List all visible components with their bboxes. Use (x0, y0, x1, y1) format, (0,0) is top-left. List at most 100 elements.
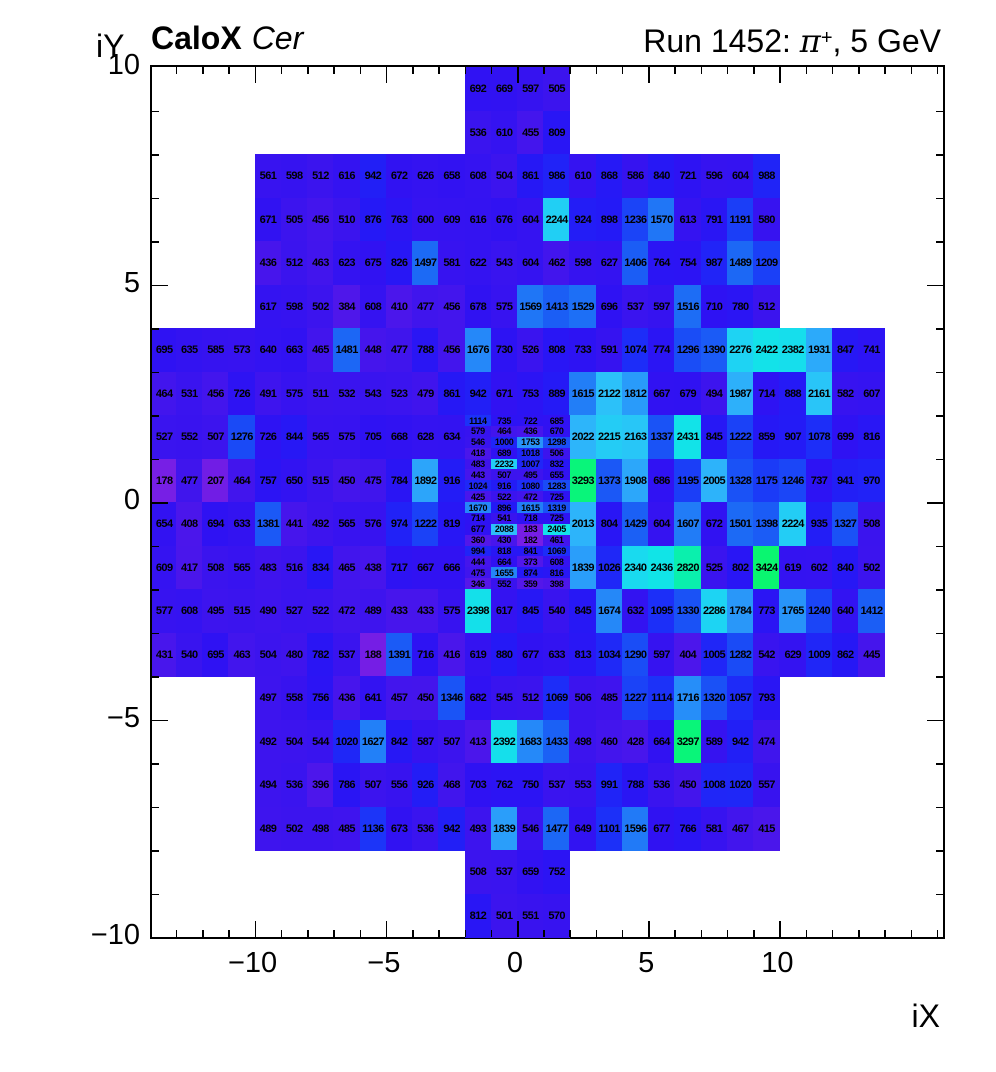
axis-tick (674, 930, 676, 937)
heatmap-cell: 671 (254, 197, 282, 242)
axis-tick (805, 930, 808, 937)
heatmap-cell: 763 (385, 197, 413, 242)
axis-tick (152, 241, 159, 243)
heatmap-subcell: 346 (464, 578, 492, 590)
heatmap-cell: 581 (700, 806, 728, 851)
heatmap-cell: 1812 (621, 371, 649, 416)
heatmap-cell: 2022 (569, 415, 597, 459)
heatmap-cell: 898 (595, 197, 623, 242)
heatmap-cell: 658 (438, 154, 465, 198)
heatmap-cell: 667 (412, 545, 439, 590)
heatmap-cell: 868 (595, 154, 623, 198)
heatmap-subcell: 2232 (490, 458, 518, 470)
axis-tick (927, 284, 943, 286)
axis-tick (307, 67, 309, 74)
heatmap-cell: 1346 (438, 676, 465, 720)
heatmap-cell: 505 (280, 197, 308, 242)
heatmap-cell: 1069 (543, 676, 570, 720)
heatmap-cell: 613 (674, 197, 702, 242)
heatmap-cell: 714 (753, 371, 780, 416)
heatmap-cell: 675 (359, 241, 387, 285)
heatmap-cell: 465 (333, 545, 361, 590)
axis-tick (254, 67, 257, 83)
heatmap-cell: 834 (307, 545, 334, 590)
heatmap-subcell: 655 (543, 469, 570, 481)
heatmap-cell: 511 (307, 371, 334, 416)
heatmap-cell: 2276 (726, 328, 754, 372)
heatmap-cell: 1008 (700, 763, 728, 807)
heatmap-cell: 510 (333, 197, 361, 242)
heatmap-cell: 456 (307, 197, 334, 242)
heatmap-cell: 1481 (333, 328, 361, 372)
axis-tick (831, 67, 834, 74)
heatmap-cell: 551 (517, 893, 544, 938)
heatmap-cell: 773 (753, 589, 780, 633)
heatmap-cell: 1433 (543, 719, 570, 764)
heatmap-cell: 512 (307, 154, 334, 198)
heatmap-cell: 942 (464, 371, 492, 416)
heatmap-cell: 1227 (621, 676, 649, 720)
heatmap-cell: 561 (254, 154, 282, 198)
heatmap-cell: 635 (175, 328, 203, 372)
heatmap-cell: 450 (333, 458, 361, 503)
heatmap-cell: 1191 (726, 197, 754, 242)
heatmap-subcell: 874 (517, 567, 544, 579)
heatmap-cell: 608 (359, 284, 387, 329)
heatmap-cell: 532 (333, 371, 361, 416)
heatmap-cell: 876 (359, 197, 387, 242)
heatmap-cell: 1615 (569, 371, 597, 416)
heatmap-cell: 581 (438, 241, 465, 285)
heatmap-subcell: 398 (543, 578, 570, 590)
heatmap-cell: 604 (726, 154, 754, 198)
heatmap-cell: 634 (438, 415, 465, 459)
heatmap-cell: 609 (152, 545, 177, 590)
x-axis-title: iX (911, 998, 940, 1034)
y-tick-label: −10 (90, 919, 140, 951)
heatmap-cell: 462 (543, 241, 570, 285)
axis-tick (674, 67, 676, 74)
heatmap-cell: 641 (359, 676, 387, 720)
heatmap-cell: 556 (385, 763, 413, 807)
heatmap-subcell: 2088 (490, 523, 518, 535)
axis-tick (385, 921, 388, 937)
heatmap-cell: 802 (726, 545, 754, 590)
heatmap-cell: 467 (726, 806, 754, 851)
heatmap-cell: 456 (438, 328, 465, 372)
heatmap-cell: 608 (464, 154, 492, 198)
axis-tick (152, 458, 159, 460)
heatmap-cell: 1413 (543, 284, 570, 329)
heatmap-cell: 479 (412, 371, 439, 416)
heatmap-cell: 1497 (412, 241, 439, 285)
heatmap-cell: 717 (385, 545, 413, 590)
heatmap-cell: 610 (569, 154, 597, 198)
heatmap-cell: 730 (490, 328, 518, 372)
heatmap-cell: 1236 (621, 197, 649, 242)
heatmap-cell: 1282 (726, 632, 754, 677)
heatmap-cell: 695 (202, 632, 229, 677)
heatmap-cell: 1607 (674, 502, 702, 546)
heatmap-cell: 840 (831, 545, 859, 590)
heatmap-cell: 413 (464, 719, 492, 764)
heatmap-subcell: 360 (464, 534, 492, 546)
heatmap-subcell: 444 (464, 556, 492, 568)
heatmap-cell: 1429 (621, 502, 649, 546)
heatmap-cell: 609 (438, 197, 465, 242)
heatmap-cell: 2422 (753, 328, 780, 372)
heatmap-cell: 3293 (569, 458, 597, 503)
axis-tick (936, 676, 943, 678)
heatmap-cell: 710 (700, 284, 728, 329)
heatmap-cell: 617 (254, 284, 282, 329)
heatmap-subcell: 818 (490, 545, 518, 557)
heatmap-subcell: 483 (464, 458, 492, 470)
heatmap-cell: 474 (753, 719, 780, 764)
heatmap-cell: 2013 (569, 502, 597, 546)
heatmap-cell: 1296 (674, 328, 702, 372)
heatmap-cell: 859 (753, 415, 780, 459)
heatmap-cell: 1676 (464, 328, 492, 372)
heatmap-cell: 507 (359, 763, 387, 807)
heatmap-cell: 1005 (700, 632, 728, 677)
x-tick-label: 5 (638, 947, 655, 979)
axis-tick (228, 67, 230, 74)
heatmap-subcell: 685 (543, 415, 570, 427)
heatmap-cell: 1209 (753, 241, 780, 285)
